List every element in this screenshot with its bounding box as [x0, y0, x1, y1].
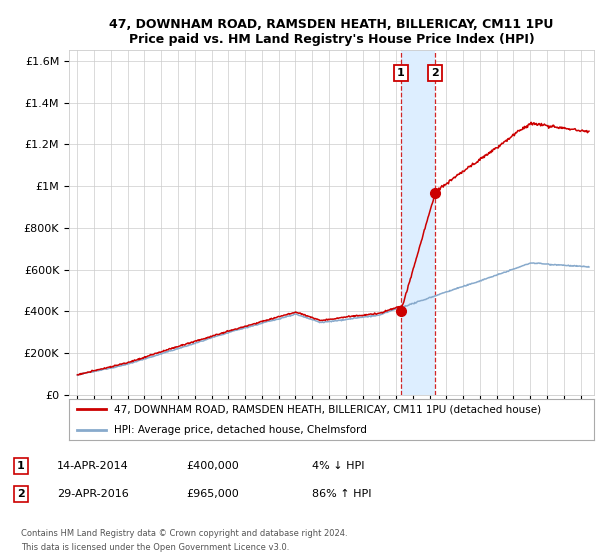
Text: 2: 2 [17, 489, 25, 499]
Text: £400,000: £400,000 [186, 461, 239, 471]
Text: £965,000: £965,000 [186, 489, 239, 499]
Text: 29-APR-2016: 29-APR-2016 [57, 489, 129, 499]
Text: 47, DOWNHAM ROAD, RAMSDEN HEATH, BILLERICAY, CM11 1PU (detached house): 47, DOWNHAM ROAD, RAMSDEN HEATH, BILLERI… [113, 404, 541, 414]
Text: 4% ↓ HPI: 4% ↓ HPI [312, 461, 365, 471]
Text: 14-APR-2014: 14-APR-2014 [57, 461, 129, 471]
Title: 47, DOWNHAM ROAD, RAMSDEN HEATH, BILLERICAY, CM11 1PU
Price paid vs. HM Land Reg: 47, DOWNHAM ROAD, RAMSDEN HEATH, BILLERI… [109, 18, 554, 46]
Text: 1: 1 [397, 68, 405, 78]
Text: 86% ↑ HPI: 86% ↑ HPI [312, 489, 371, 499]
Text: 1: 1 [17, 461, 25, 471]
Text: Contains HM Land Registry data © Crown copyright and database right 2024.: Contains HM Land Registry data © Crown c… [21, 529, 347, 538]
Bar [401, 50, 435, 395]
Text: HPI: Average price, detached house, Chelmsford: HPI: Average price, detached house, Chel… [113, 424, 367, 435]
Text: 2: 2 [431, 68, 439, 78]
Text: This data is licensed under the Open Government Licence v3.0.: This data is licensed under the Open Gov… [21, 543, 289, 552]
